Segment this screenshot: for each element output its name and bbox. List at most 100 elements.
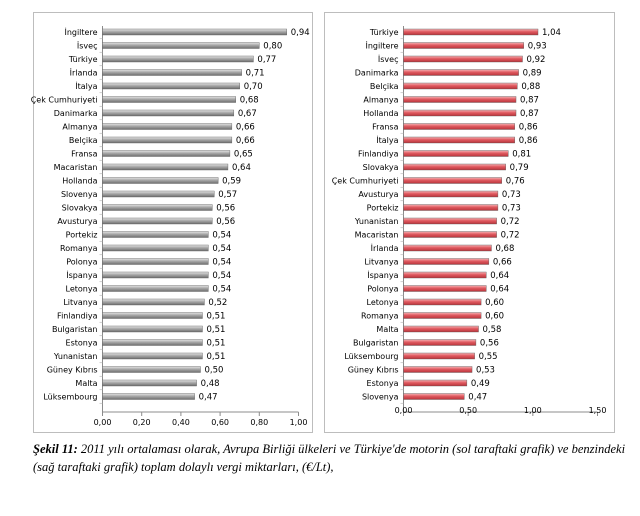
diesel-category-label: Portekiz bbox=[66, 231, 98, 240]
gasoline-bar bbox=[403, 150, 509, 157]
diesel-category-label: Hollanda bbox=[62, 177, 97, 186]
diesel-category-label: Polonya bbox=[66, 258, 97, 267]
gasoline-bar bbox=[403, 352, 475, 360]
gasoline-bar bbox=[403, 163, 506, 171]
diesel-x-tick-label: 0,20 bbox=[133, 418, 151, 427]
gasoline-x-tick-label: 0,50 bbox=[459, 406, 477, 415]
gasoline-category-label: Polonya bbox=[367, 285, 398, 294]
diesel-bar bbox=[102, 325, 203, 333]
gasoline-bar bbox=[403, 204, 499, 211]
diesel-category-label: Romanya bbox=[60, 244, 98, 253]
diesel-value-label: 0,66 bbox=[236, 136, 255, 146]
diesel-bar bbox=[102, 312, 203, 319]
gasoline-category-label: Malta bbox=[376, 325, 398, 334]
gasoline-x-tick-label: 0,00 bbox=[395, 406, 413, 415]
diesel-category-label: Danimarka bbox=[54, 109, 98, 118]
diesel-value-label: 0,70 bbox=[244, 82, 263, 92]
diesel-bar bbox=[102, 339, 203, 346]
gasoline-value-label: 0,49 bbox=[471, 379, 490, 389]
gasoline-category-label: Almanya bbox=[363, 96, 398, 105]
gasoline-bar bbox=[403, 231, 497, 238]
diesel-x-tick-label: 0,00 bbox=[94, 418, 112, 427]
gasoline-bar bbox=[403, 298, 482, 306]
diesel-bar bbox=[102, 136, 233, 144]
diesel-category-label: Litvanya bbox=[63, 298, 97, 307]
diesel-bar bbox=[102, 271, 209, 279]
diesel-bar bbox=[102, 109, 235, 117]
gasoline-value-label: 0,92 bbox=[526, 55, 545, 65]
gasoline-bar bbox=[403, 42, 524, 49]
diesel-value-label: 0,54 bbox=[212, 258, 231, 268]
diesel-value-label: 0,65 bbox=[234, 150, 253, 160]
diesel-value-label: 0,57 bbox=[218, 190, 237, 200]
gasoline-bar bbox=[403, 366, 473, 373]
figure-caption: Şekil 11: 2011 yılı ortalaması olarak, A… bbox=[33, 440, 633, 476]
diesel-value-label: 0,52 bbox=[208, 298, 227, 308]
gasoline-category-label: İsveç bbox=[378, 54, 399, 64]
diesel-value-label: 0,47 bbox=[199, 393, 218, 403]
gasoline-value-label: 0,64 bbox=[490, 285, 509, 295]
caption-text: 2011 yılı ortalaması olarak, Avrupa Birl… bbox=[33, 442, 626, 474]
diesel-bar bbox=[102, 217, 213, 225]
diesel-category-label: Estonya bbox=[66, 339, 98, 348]
gasoline-bar bbox=[403, 123, 515, 130]
diesel-bar bbox=[102, 177, 219, 184]
diesel-value-label: 0,68 bbox=[240, 96, 259, 106]
diesel-bar bbox=[102, 244, 209, 252]
diesel-value-label: 0,51 bbox=[206, 312, 225, 322]
gasoline-value-label: 0,76 bbox=[506, 177, 525, 187]
gasoline-value-label: 0,53 bbox=[476, 366, 495, 376]
gasoline-value-label: 0,73 bbox=[502, 190, 521, 200]
diesel-value-label: 0,56 bbox=[216, 217, 235, 227]
diesel-bar bbox=[102, 298, 205, 306]
gasoline-value-label: 0,55 bbox=[479, 352, 498, 362]
gasoline-value-label: 0,60 bbox=[485, 312, 504, 322]
diesel-bar bbox=[102, 55, 254, 63]
diesel-category-label: İspanya bbox=[66, 270, 97, 280]
gasoline-category-label: Türkiye bbox=[369, 28, 399, 37]
diesel-category-label: İrlanda bbox=[70, 68, 98, 78]
diesel-category-label: Slovenya bbox=[61, 190, 98, 199]
diesel-bar bbox=[102, 163, 229, 171]
gasoline-category-label: Litvanya bbox=[364, 258, 398, 267]
diesel-bar bbox=[102, 352, 203, 360]
gasoline-category-label: Güney Kıbrıs bbox=[348, 366, 399, 375]
gasoline-bar bbox=[403, 339, 477, 346]
gasoline-value-label: 0,68 bbox=[495, 244, 514, 254]
gasoline-category-label: Romanya bbox=[361, 312, 399, 321]
diesel-x-tick-label: 0,60 bbox=[211, 418, 229, 427]
gasoline-value-label: 0,72 bbox=[501, 217, 520, 227]
gasoline-category-label: Portekiz bbox=[367, 204, 399, 213]
diesel-category-label: Güney Kıbrıs bbox=[47, 366, 98, 375]
diesel-category-label: Yunanistan bbox=[53, 352, 98, 361]
gasoline-value-label: 0,87 bbox=[520, 109, 539, 119]
diesel-category-label: Finlandiya bbox=[57, 312, 98, 321]
gasoline-x-tick-label: 1,50 bbox=[589, 406, 607, 415]
gasoline-category-label: Slovakya bbox=[363, 163, 399, 172]
diesel-bar bbox=[102, 366, 201, 373]
gasoline-category-label: İspanya bbox=[367, 270, 398, 280]
diesel-value-label: 0,54 bbox=[212, 244, 231, 254]
gasoline-category-label: Hollanda bbox=[363, 109, 398, 118]
diesel-bar bbox=[102, 82, 240, 90]
caption-prefix: Şekil 11: bbox=[33, 442, 78, 456]
diesel-category-label: Türkiye bbox=[68, 55, 98, 64]
diesel-category-label: Fransa bbox=[71, 150, 97, 159]
diesel-bar bbox=[102, 231, 209, 238]
diesel-tax-chart: 0,00 0,20 0,40 0,60 0,80 1,00 İngiltere 0,94 İsv… bbox=[31, 26, 310, 427]
gasoline-category-label: İrlanda bbox=[371, 243, 399, 253]
gasoline-bar bbox=[403, 312, 482, 319]
gasoline-bar bbox=[403, 325, 479, 333]
gasoline-bar bbox=[403, 271, 487, 279]
gasoline-value-label: 0,58 bbox=[483, 325, 502, 335]
diesel-value-label: 0,51 bbox=[206, 352, 225, 362]
gasoline-value-label: 0,66 bbox=[493, 258, 512, 268]
diesel-value-label: 0,80 bbox=[263, 42, 282, 52]
gasoline-value-label: 0,47 bbox=[468, 393, 487, 403]
diesel-value-label: 0,48 bbox=[201, 379, 220, 389]
diesel-value-label: 0,50 bbox=[205, 366, 224, 376]
diesel-bar bbox=[102, 285, 209, 292]
gasoline-category-label: Belçika bbox=[370, 82, 399, 91]
diesel-bar bbox=[102, 258, 209, 265]
